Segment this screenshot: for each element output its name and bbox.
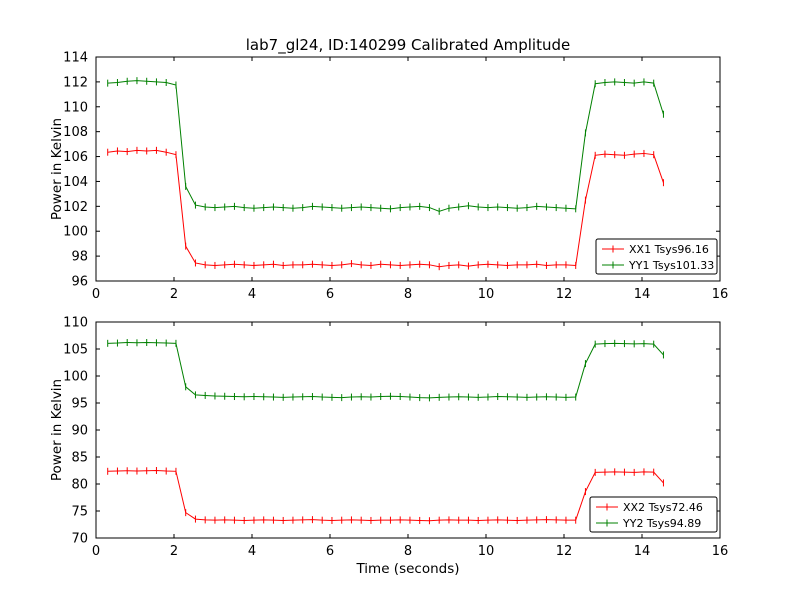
figure-title: lab7_gl24, ID:140299 Calibrated Amplitud… <box>245 36 571 54</box>
y-tick-label: 106 <box>63 150 88 165</box>
y-tick-label: 105 <box>63 343 88 358</box>
x-tick-label: 2 <box>170 544 178 559</box>
x-tick-label: 8 <box>404 287 412 302</box>
x-tick-label: 12 <box>556 544 573 559</box>
x-tick-label: 6 <box>326 544 334 559</box>
x-tick-label: 14 <box>634 544 651 559</box>
x-tick-label: 2 <box>170 287 178 302</box>
series-xx1 <box>107 146 664 271</box>
series-yy2 <box>107 339 664 402</box>
legend-entry-label: XX2 Tsys72.46 <box>623 501 703 514</box>
axes-frame <box>95 56 721 282</box>
legend-entry-label: YY1 Tsys101.33 <box>628 259 714 272</box>
legend: XX2 Tsys72.46 YY2 Tsys94.89 <box>589 496 718 533</box>
top-plot: 0 2 4 6 8 10 12 14 16 96 98 100 102 104 106 108 110 112 11… <box>63 51 728 303</box>
legend-entry-label: XX1 Tsys96.16 <box>629 243 709 256</box>
x-axis-label: Time (seconds) <box>356 561 460 577</box>
series-line <box>107 80 664 212</box>
x-tick-label: 14 <box>634 287 651 302</box>
y-tick-label: 114 <box>63 51 88 66</box>
series-yy1 <box>107 77 664 215</box>
series-xx2 <box>107 467 664 525</box>
series-line <box>107 469 664 522</box>
x-tick-label: 10 <box>478 287 495 302</box>
x-tick-label: 8 <box>404 544 412 559</box>
y-tick-label: 108 <box>63 125 88 140</box>
y-tick-label: 110 <box>63 316 88 331</box>
legend: XX1 Tsys96.16 YY1 Tsys101.33 <box>595 238 718 275</box>
x-tick-label: 10 <box>478 544 495 559</box>
y-tick-label: 96 <box>71 275 88 290</box>
y-tick-label: 100 <box>63 370 88 385</box>
axes-frame <box>95 321 721 539</box>
y-tick-label: 70 <box>71 532 88 547</box>
y-tick-label: 110 <box>63 100 88 115</box>
y-tick-label: 104 <box>63 175 88 190</box>
x-tick-label: 4 <box>248 287 256 302</box>
x-tick-label: 0 <box>92 287 100 302</box>
bottom-plot: 0 2 4 6 8 10 12 14 16 70 75 80 85 90 95 100 105 110 XX2 Ts… <box>63 316 728 560</box>
x-tick-label: 4 <box>248 544 256 559</box>
y-tick-label: 100 <box>63 225 88 240</box>
legend-box <box>595 238 718 275</box>
y-tick-label: 80 <box>71 478 88 493</box>
legend-entry-label: YY2 Tsys94.89 <box>622 517 701 530</box>
y-tick-label: 75 <box>71 505 88 520</box>
x-tick-label: 0 <box>92 544 100 559</box>
y-tick-label: 98 <box>71 250 88 265</box>
x-tick-label: 16 <box>712 287 729 302</box>
series-line <box>107 149 664 268</box>
x-tick-label: 16 <box>712 544 729 559</box>
y-tick-label: 90 <box>71 424 88 439</box>
legend-box <box>589 496 718 533</box>
y-tick-label: 112 <box>63 75 88 90</box>
series-line <box>107 342 664 399</box>
y-tick-label: 102 <box>63 200 88 215</box>
y-tick-label: 95 <box>71 397 88 412</box>
x-tick-label: 12 <box>556 287 573 302</box>
y-tick-label: 85 <box>71 451 88 466</box>
x-tick-label: 6 <box>326 287 334 302</box>
